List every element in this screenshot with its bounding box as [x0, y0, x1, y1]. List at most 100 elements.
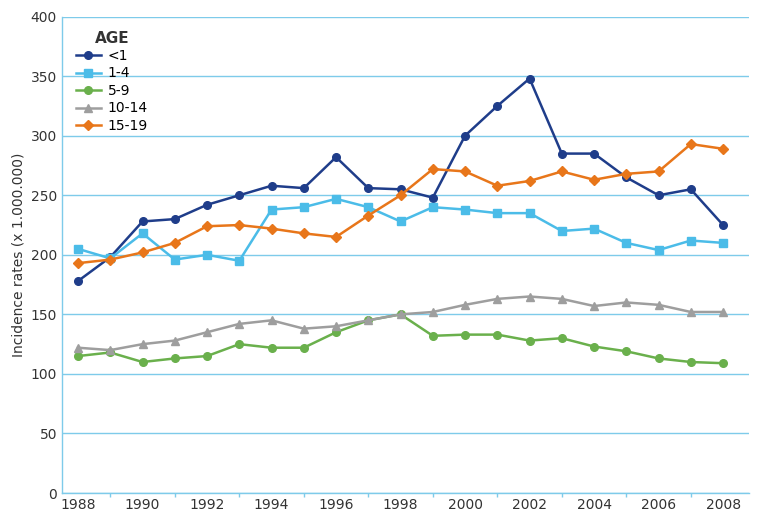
15-19 [74, 260, 83, 266]
<1 [718, 222, 727, 228]
Line: 15-19: 15-19 [74, 140, 727, 267]
5-9 [622, 348, 631, 355]
Y-axis label: Incidence rates (x 1.000.000): Incidence rates (x 1.000.000) [11, 153, 25, 357]
<1 [267, 183, 276, 189]
5-9 [525, 337, 534, 344]
10-14 [428, 309, 437, 315]
5-9 [267, 345, 276, 351]
5-9 [654, 355, 663, 361]
15-19 [525, 178, 534, 184]
1-4 [170, 256, 179, 263]
5-9 [686, 359, 695, 365]
5-9 [557, 335, 566, 342]
<1 [428, 195, 437, 201]
5-9 [74, 353, 83, 359]
<1 [138, 218, 147, 224]
10-14 [525, 293, 534, 300]
15-19 [170, 240, 179, 246]
15-19 [202, 223, 211, 230]
15-19 [557, 168, 566, 175]
1-4 [364, 204, 373, 210]
1-4 [235, 258, 244, 264]
1-4 [557, 228, 566, 234]
1-4 [654, 247, 663, 253]
15-19 [492, 183, 502, 189]
1-4 [622, 240, 631, 246]
5-9 [170, 355, 179, 361]
15-19 [106, 256, 115, 263]
10-14 [654, 302, 663, 308]
<1 [299, 185, 309, 191]
15-19 [428, 166, 437, 172]
Line: 10-14: 10-14 [74, 293, 727, 354]
<1 [525, 75, 534, 82]
<1 [492, 103, 502, 109]
<1 [590, 151, 599, 157]
15-19 [590, 177, 599, 183]
15-19 [299, 230, 309, 236]
<1 [170, 216, 179, 222]
10-14 [364, 317, 373, 323]
Legend: <1, 1-4, 5-9, 10-14, 15-19: <1, 1-4, 5-9, 10-14, 15-19 [69, 24, 155, 140]
<1 [461, 132, 470, 139]
15-19 [364, 212, 373, 219]
10-14 [299, 325, 309, 332]
1-4 [718, 240, 727, 246]
10-14 [331, 323, 340, 329]
5-9 [590, 344, 599, 350]
10-14 [461, 302, 470, 308]
5-9 [364, 317, 373, 323]
10-14 [267, 317, 276, 323]
1-4 [492, 210, 502, 217]
<1 [235, 192, 244, 198]
10-14 [590, 303, 599, 309]
1-4 [590, 225, 599, 232]
5-9 [202, 353, 211, 359]
10-14 [557, 295, 566, 302]
<1 [686, 186, 695, 192]
<1 [622, 174, 631, 180]
<1 [331, 154, 340, 160]
1-4 [461, 207, 470, 213]
5-9 [428, 333, 437, 339]
1-4 [74, 246, 83, 252]
10-14 [202, 329, 211, 335]
10-14 [718, 309, 727, 315]
15-19 [138, 249, 147, 256]
5-9 [235, 341, 244, 347]
15-19 [654, 168, 663, 175]
5-9 [331, 329, 340, 335]
10-14 [686, 309, 695, 315]
15-19 [461, 168, 470, 175]
10-14 [138, 341, 147, 347]
5-9 [492, 332, 502, 338]
Line: 1-4: 1-4 [74, 195, 727, 265]
<1 [106, 254, 115, 260]
<1 [396, 186, 405, 192]
<1 [557, 151, 566, 157]
1-4 [396, 218, 405, 224]
Line: 5-9: 5-9 [74, 311, 727, 367]
1-4 [686, 237, 695, 244]
Line: <1: <1 [74, 75, 727, 285]
1-4 [267, 207, 276, 213]
10-14 [235, 321, 244, 327]
15-19 [235, 222, 244, 228]
1-4 [299, 204, 309, 210]
<1 [74, 278, 83, 284]
15-19 [622, 170, 631, 177]
10-14 [622, 299, 631, 305]
10-14 [106, 347, 115, 353]
10-14 [74, 345, 83, 351]
5-9 [396, 311, 405, 317]
15-19 [718, 146, 727, 152]
15-19 [331, 234, 340, 240]
1-4 [106, 255, 115, 262]
5-9 [718, 360, 727, 366]
<1 [654, 192, 663, 198]
1-4 [331, 196, 340, 202]
5-9 [299, 345, 309, 351]
1-4 [525, 210, 534, 217]
15-19 [396, 192, 405, 198]
1-4 [138, 230, 147, 236]
